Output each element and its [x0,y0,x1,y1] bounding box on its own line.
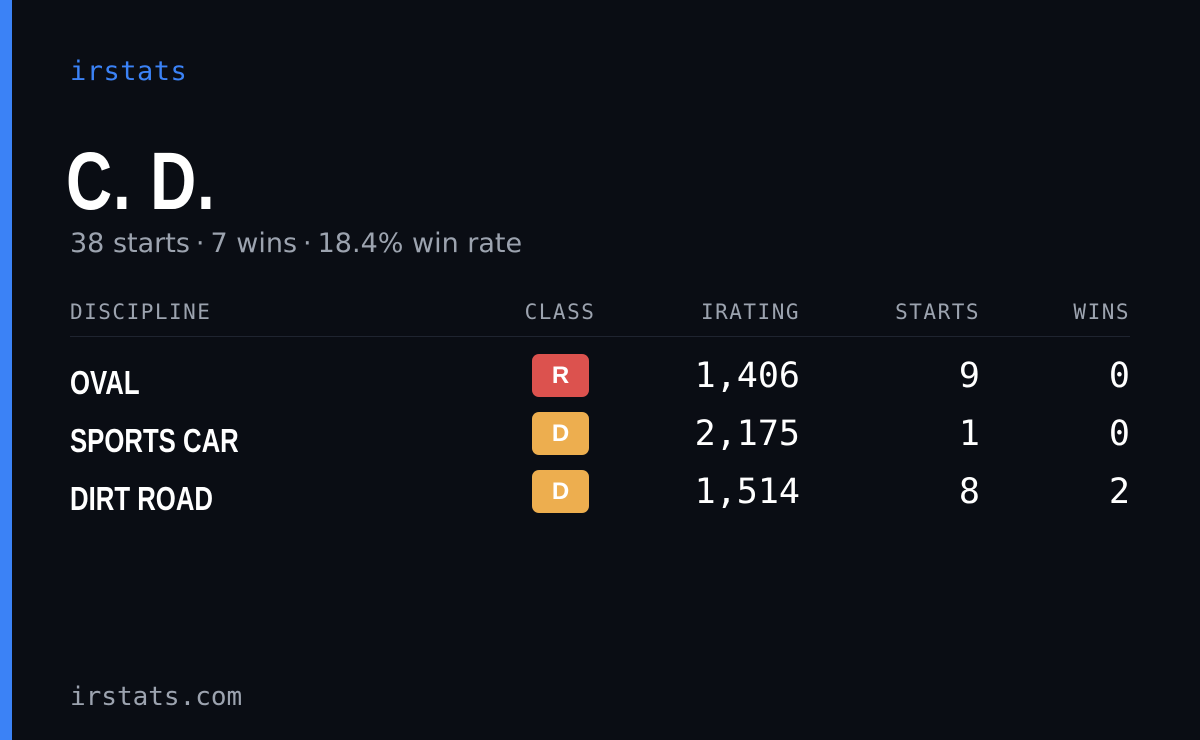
footer-url: irstats.com [70,682,243,712]
wins-summary: 7 wins [210,228,298,259]
column-header-discipline: DISCIPLINE [70,300,212,324]
summary-separator: · [303,228,312,259]
starts-value: 8 [958,472,980,512]
class-badge: D [532,470,589,513]
wins-value: 0 [1108,414,1130,454]
starts-summary: 38 starts [70,228,190,259]
discipline-name: OVAL [70,364,140,401]
class-badge: D [532,412,589,455]
win-rate-summary: 18.4% win rate [317,228,523,259]
table-row: SPORTS CAR D 2,175 1 0 [0,410,1200,468]
starts-value: 1 [958,414,980,454]
starts-value: 9 [958,356,980,396]
irating-value: 2,175 [694,414,800,454]
column-header-wins: WINS [1073,300,1130,324]
discipline-name: DIRT ROAD [70,480,213,517]
irating-value: 1,406 [694,356,800,396]
column-header-class: CLASS [524,300,596,324]
discipline-name: SPORTS CAR [70,422,239,459]
header-divider [70,336,1130,337]
accent-bar [0,0,12,740]
wins-value: 0 [1108,356,1130,396]
table-row: OVAL R 1,406 9 0 [0,352,1200,410]
irating-value: 1,514 [694,472,800,512]
table-row: DIRT ROAD D 1,514 8 2 [0,468,1200,526]
brand-logo-text: irstats [70,56,188,87]
player-summary: 38 starts · 7 wins · 18.4% win rate [70,228,522,259]
wins-value: 2 [1108,472,1130,512]
class-badge: R [532,354,589,397]
column-header-starts: STARTS [895,300,980,324]
summary-separator: · [195,228,205,259]
player-name: C. D. [66,136,216,227]
column-header-irating: IRATING [700,300,800,324]
